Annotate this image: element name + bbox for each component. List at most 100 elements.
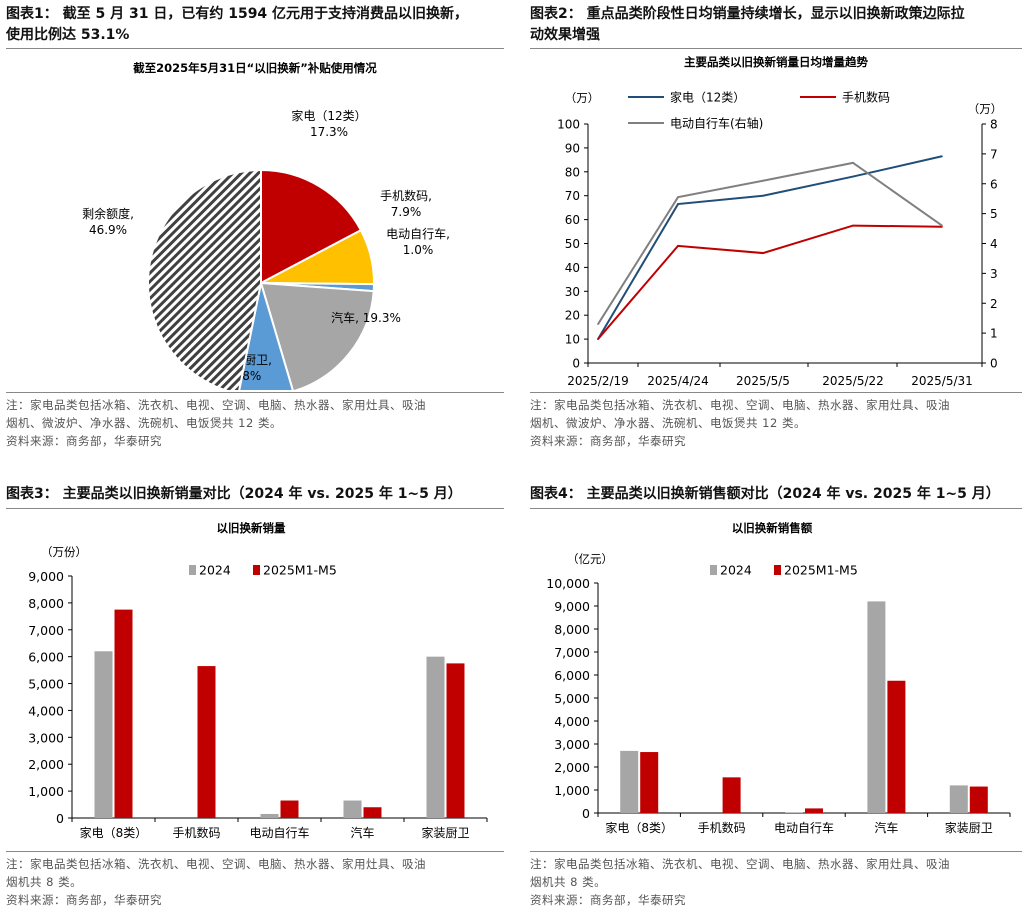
fig2-line-chart: 主要品类以旧换新销量日均增量趋势（万）（万）010203040506070809… bbox=[557, 55, 1003, 388]
line-ytick-label-left-8: 80 bbox=[565, 165, 580, 179]
line-ytick-label-left-5: 50 bbox=[565, 237, 580, 251]
fig4-top-rule bbox=[530, 508, 1022, 509]
fig1-top-rule bbox=[6, 48, 504, 49]
bar3-xlabel-3: 汽车 bbox=[350, 825, 374, 840]
pie-label-1: 手机数码, bbox=[380, 188, 432, 203]
line-point-1-3 bbox=[852, 224, 854, 227]
bar4-bar-0-4 bbox=[949, 785, 968, 813]
line-ytick-label-right-1: 1 bbox=[990, 327, 998, 341]
bar4-legend-label-0: 2024 bbox=[720, 563, 752, 578]
line-xlabel-1: 2025/4/24 bbox=[647, 374, 709, 388]
line-ytick-label-right-5: 5 bbox=[990, 207, 998, 221]
line-series-0 bbox=[597, 155, 943, 340]
bar4-legend-label-1: 2025M1-M5 bbox=[784, 563, 858, 578]
bar3-ytick-label-8: 8,000 bbox=[28, 596, 64, 611]
bar4-xlabel-3: 汽车 bbox=[874, 820, 898, 835]
bar4-xlabel-4: 家装厨卫 bbox=[945, 820, 993, 835]
pie-value-1: 7.9% bbox=[391, 205, 422, 219]
bar3-bar-1-3 bbox=[363, 807, 382, 818]
bar3-legend-swatch-0 bbox=[189, 565, 196, 575]
bar3-ytick-label-0: 0 bbox=[56, 811, 64, 826]
bar4-xlabel-2: 电动自行车 bbox=[774, 820, 834, 835]
bar4-ytick-label-2: 2,000 bbox=[554, 760, 590, 775]
line-point-1-0 bbox=[597, 338, 599, 340]
fig3-bottom-rule bbox=[6, 851, 504, 852]
fig2-source: 资料来源：商务部，华泰研究 bbox=[530, 434, 686, 448]
bar4-ytick-label-7: 7,000 bbox=[554, 645, 590, 660]
bar3-legend-label-1: 2025M1-M5 bbox=[263, 563, 337, 578]
fig4-bar-chart: 以旧换新销售额 （亿元） 0 1,000 2,000 3,000 4,000 5,000 6,0… bbox=[546, 521, 1011, 835]
line-ytick-label-left-1: 10 bbox=[565, 333, 580, 347]
line-xlabel-3: 2025/5/22 bbox=[822, 374, 884, 388]
line-point-1-4 bbox=[941, 225, 943, 228]
bar3-bar-1-0 bbox=[114, 609, 133, 818]
fig2-bottom-rule bbox=[530, 392, 1022, 393]
bar4-ylabel: （亿元） bbox=[567, 552, 613, 566]
fig2-title: 图表2： 重点品类阶段性日均销量持续增长，显示以旧换新政策边际拉 动效果增强 bbox=[530, 4, 965, 46]
line-ytick-label-right-6: 6 bbox=[990, 177, 998, 191]
bar4-ytick-label-5: 5,000 bbox=[554, 691, 590, 706]
fig1-note: 注：家电品类包括冰箱、洗衣机、电视、空调、电脑、热水器、家用灶具、吸油 烟机、微… bbox=[6, 396, 426, 450]
bar4-bar-1-3 bbox=[887, 680, 906, 813]
bar4-bar-1-2 bbox=[805, 808, 823, 813]
line-ylabel-left: （万） bbox=[565, 91, 600, 105]
line-ytick-label-right-4: 4 bbox=[990, 237, 998, 251]
line-ylabel-right: （万） bbox=[968, 102, 1003, 116]
line-ytick-label-left-2: 20 bbox=[565, 309, 580, 323]
line-point-2-3 bbox=[852, 162, 854, 164]
fig1-title-line2: 使用比例达 53.1% bbox=[6, 27, 130, 43]
line-ytick-label-left-0: 0 bbox=[572, 357, 580, 371]
bar4-ytick-label-8: 8,000 bbox=[554, 622, 590, 637]
bar4-xlabel-0: 家电（8类） bbox=[605, 820, 673, 835]
bar3-ytick-label-3: 3,000 bbox=[28, 730, 64, 745]
line-point-2-2 bbox=[762, 179, 764, 182]
bar3-ytick-label-5: 5,000 bbox=[28, 677, 64, 692]
bar3-bar-1-1 bbox=[197, 666, 216, 818]
line-ytick-label-left-3: 30 bbox=[565, 285, 580, 299]
fig3-note-line2: 烟机共 8 类。 bbox=[6, 875, 83, 889]
bar3-ytick-label-7: 7,000 bbox=[28, 623, 64, 638]
fig4-title-line1: 图表4： 主要品类以旧换新销售额对比（2024 年 vs. 2025 年 1~5… bbox=[530, 486, 1000, 502]
bar4-ytick-label-0: 0 bbox=[582, 806, 590, 821]
bar3-bar-0-0 bbox=[94, 651, 113, 818]
pie-slice-0 bbox=[260, 168, 363, 285]
bar4-xlabel-1: 手机数码 bbox=[698, 820, 746, 835]
fig3-top-rule bbox=[6, 508, 504, 509]
fig4-note-line2: 烟机共 8 类。 bbox=[530, 875, 607, 889]
bar3-bar-0-3 bbox=[343, 800, 362, 818]
bar3-title: 以旧换新销量 bbox=[217, 521, 286, 535]
bar4-bar-1-4 bbox=[969, 786, 988, 813]
bar4-ytick-label-6: 6,000 bbox=[554, 668, 590, 683]
fig2-note: 注：家电品类包括冰箱、洗衣机、电视、空调、电脑、热水器、家用灶具、吸油 烟机、微… bbox=[530, 396, 950, 450]
fig1-note-line1: 注：家电品类包括冰箱、洗衣机、电视、空调、电脑、热水器、家用灶具、吸油 bbox=[6, 398, 426, 412]
line-xlabel-2: 2025/5/5 bbox=[736, 374, 790, 388]
pie-value-2: 1.0% bbox=[403, 243, 434, 257]
fig3-note-line1: 注：家电品类包括冰箱、洗衣机、电视、空调、电脑、热水器、家用灶具、吸油 bbox=[6, 857, 426, 871]
line-ytick-label-left-10: 100 bbox=[557, 118, 580, 132]
line-point-2-0 bbox=[597, 323, 599, 325]
line-xlabel-0: 2025/2/19 bbox=[567, 374, 629, 388]
fig4-note-line1: 注：家电品类包括冰箱、洗衣机、电视、空调、电脑、热水器、家用灶具、吸油 bbox=[530, 857, 950, 871]
line-series-2 bbox=[597, 161, 943, 325]
line-legend-label-0: 家电（12类） bbox=[670, 90, 745, 105]
fig4-title: 图表4： 主要品类以旧换新销售额对比（2024 年 vs. 2025 年 1~5… bbox=[530, 484, 1000, 505]
line-ytick-label-right-3: 3 bbox=[990, 267, 998, 281]
fig3-title-line1: 图表3： 主要品类以旧换新销量对比（2024 年 vs. 2025 年 1~5 … bbox=[6, 486, 462, 502]
line-ytick-label-right-8: 8 bbox=[990, 118, 998, 132]
bar3-ytick-label-9: 9,000 bbox=[28, 569, 64, 584]
line-point-1-1 bbox=[677, 245, 679, 247]
fig2-title-line1: 图表2： 重点品类阶段性日均销量持续增长，显示以旧换新政策边际拉 bbox=[530, 6, 965, 22]
bar4-ytick-label-10: 10,000 bbox=[546, 576, 590, 591]
fig1-title: 图表1： 截至 5 月 31 日，已有约 1594 亿元用于支持消费品以旧换新，… bbox=[6, 4, 468, 46]
pie-label-3: 汽车, 19.3% bbox=[331, 310, 401, 325]
pie-label-0: 家电（12类） bbox=[291, 108, 366, 123]
line-point-0-1 bbox=[677, 203, 679, 205]
bar3-xlabel-4: 家装厨卫 bbox=[421, 825, 469, 840]
fig4-source: 资料来源：商务部，华泰研究 bbox=[530, 893, 686, 907]
line-legend-label-1: 手机数码 bbox=[842, 90, 890, 105]
bar4-legend-swatch-1 bbox=[774, 565, 781, 575]
fig1-title-line1: 图表1： 截至 5 月 31 日，已有约 1594 亿元用于支持消费品以旧换新， bbox=[6, 6, 469, 22]
fig3-source: 资料来源：商务部，华泰研究 bbox=[6, 893, 162, 907]
pie-value-5: 46.9% bbox=[89, 223, 127, 237]
